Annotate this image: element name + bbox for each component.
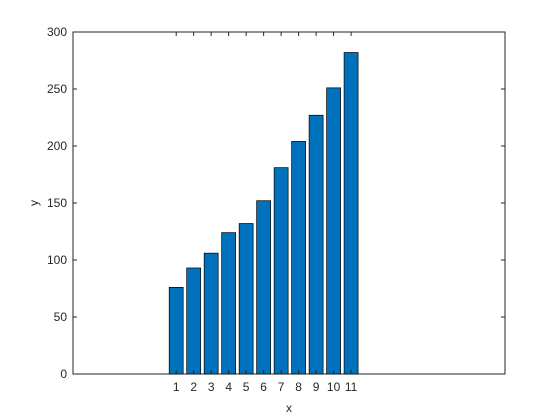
x-tick-label: 2 [190, 380, 197, 394]
bar [203, 252, 219, 375]
x-tick-label: 3 [208, 380, 215, 394]
x-axis-label: x [286, 401, 292, 415]
bar [291, 141, 306, 375]
y-tick-label: 100 [47, 253, 67, 267]
y-tick-label: 0 [60, 367, 67, 381]
y-tick-label: 300 [47, 25, 67, 39]
x-tick-label: 11 [345, 380, 358, 394]
bar [343, 52, 359, 375]
bar [221, 232, 237, 375]
x-tick-label: 8 [295, 380, 302, 394]
x-tick-label: 4 [225, 380, 232, 394]
y-tick-label: 50 [54, 310, 68, 324]
bar [308, 114, 324, 375]
bar [186, 267, 202, 375]
y-tick-label: 200 [47, 139, 67, 153]
y-tick-label: 250 [47, 82, 67, 96]
bar [273, 167, 289, 375]
y-axis-label: y [27, 200, 41, 206]
y-tick-label: 150 [47, 196, 67, 210]
x-tick-label: 6 [260, 380, 267, 394]
x-tick-label: 10 [327, 380, 341, 394]
bar [326, 87, 341, 375]
x-tick-label: 1 [173, 380, 180, 394]
x-tick-label: 9 [313, 380, 320, 394]
bar [238, 223, 254, 375]
bar [168, 287, 184, 375]
x-tick-label: 7 [278, 380, 285, 394]
bar [256, 200, 271, 375]
x-tick-label: 5 [243, 380, 250, 394]
axes-box [72, 31, 506, 375]
